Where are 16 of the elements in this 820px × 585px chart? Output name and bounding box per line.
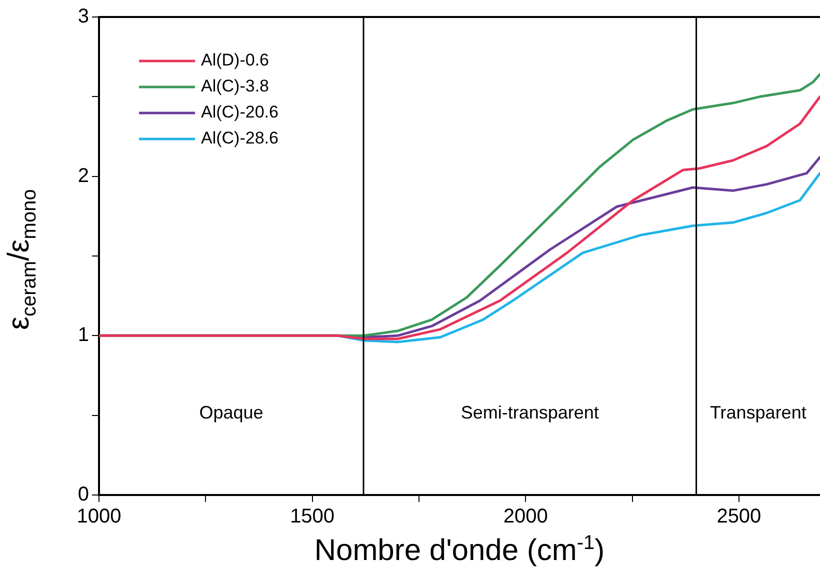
x-axis-title: Nombre d'onde (cm$^{-1}$)	[313, 532, 606, 568]
y-tick-label: 2	[78, 164, 89, 187]
y-tick-label: 1	[78, 324, 89, 346]
annotation: Transparent	[710, 402, 806, 423]
legend-label: Al(C)-3.8	[201, 76, 270, 96]
y-tick-label: 3	[78, 6, 89, 28]
legend-label: Al(C)-20.6	[201, 102, 278, 122]
x-tick-label: 2500	[716, 506, 762, 528]
x-tick-label: 1500	[290, 506, 335, 528]
annotation: Semi-transparent	[460, 402, 599, 423]
x-tick-label: 1000	[76, 506, 122, 528]
legend-label: Al(D)-0.6	[201, 50, 270, 70]
legend-label: Al(C)-28.6	[201, 128, 278, 148]
x-tick-label: 2000	[503, 506, 548, 528]
y-tick-label: 0	[78, 484, 89, 506]
annotation: Opaque	[199, 402, 264, 423]
